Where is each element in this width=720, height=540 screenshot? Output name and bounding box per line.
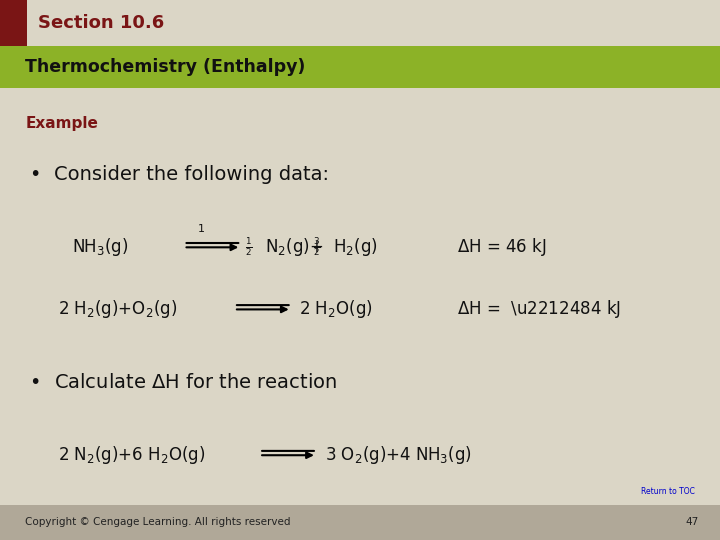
Text: $\frac{1}{2}$: $\frac{1}{2}$ bbox=[245, 237, 253, 258]
Text: 3 O$_2$(g)+4 NH$_3$(g): 3 O$_2$(g)+4 NH$_3$(g) bbox=[325, 444, 472, 466]
Bar bbox=[0, 46, 720, 88]
Bar bbox=[0, 0, 27, 46]
Text: Copyright © Cengage Learning. All rights reserved: Copyright © Cengage Learning. All rights… bbox=[25, 517, 291, 528]
Text: H$_2$(g): H$_2$(g) bbox=[333, 237, 378, 258]
Text: 2 N$_2$(g)+6 H$_2$O(g): 2 N$_2$(g)+6 H$_2$O(g) bbox=[58, 444, 205, 466]
Text: Return to TOC: Return to TOC bbox=[641, 487, 695, 496]
Text: $\frac{3}{2}$: $\frac{3}{2}$ bbox=[313, 237, 321, 258]
Text: •: • bbox=[29, 373, 40, 392]
Text: Calculate $\Delta$H for the reaction: Calculate $\Delta$H for the reaction bbox=[54, 373, 337, 392]
Text: Thermochemistry (Enthalpy): Thermochemistry (Enthalpy) bbox=[25, 58, 305, 76]
Text: 47: 47 bbox=[685, 517, 698, 528]
Text: Example: Example bbox=[25, 116, 98, 131]
Text: NH$_3$(g): NH$_3$(g) bbox=[72, 237, 128, 258]
Text: $\Delta$H =  \u2212484 kJ: $\Delta$H = \u2212484 kJ bbox=[457, 299, 621, 320]
Text: N$_2$(g)+: N$_2$(g)+ bbox=[265, 237, 323, 258]
Text: Consider the following data:: Consider the following data: bbox=[54, 165, 329, 184]
Bar bbox=[0, 505, 720, 540]
Text: •: • bbox=[29, 165, 40, 184]
Text: 1: 1 bbox=[198, 224, 205, 234]
Text: 2 H$_2$O(g): 2 H$_2$O(g) bbox=[299, 299, 372, 320]
Text: $\Delta$H = 46 kJ: $\Delta$H = 46 kJ bbox=[457, 237, 547, 258]
Text: Section 10.6: Section 10.6 bbox=[38, 14, 164, 32]
Bar bbox=[0, 0, 720, 46]
Text: 2 H$_2$(g)+O$_2$(g): 2 H$_2$(g)+O$_2$(g) bbox=[58, 299, 177, 320]
